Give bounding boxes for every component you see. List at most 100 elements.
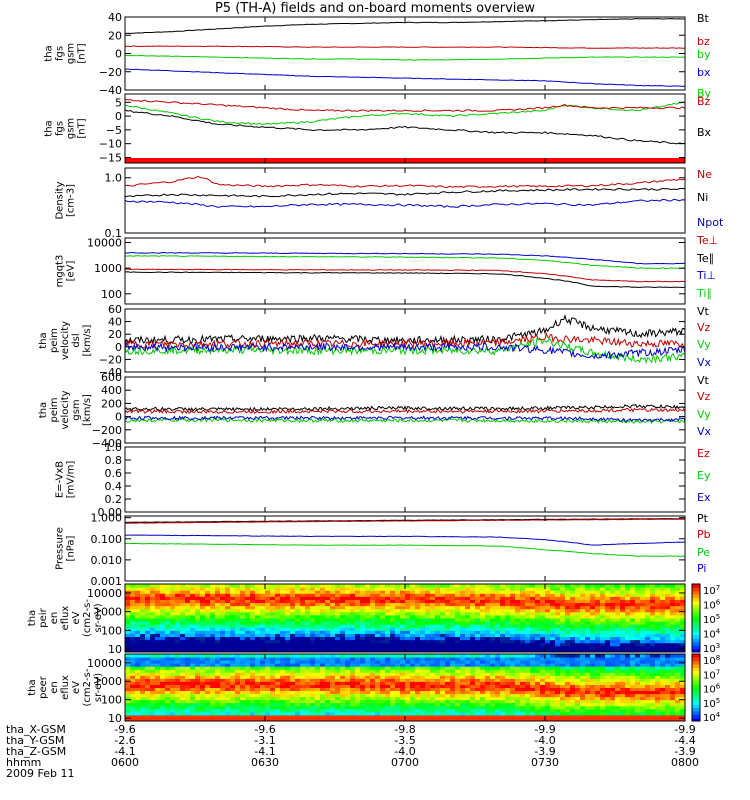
spectrogram-cell <box>480 587 486 591</box>
spectrogram-cell <box>590 666 596 670</box>
spectrogram-cell <box>565 630 571 634</box>
spectrogram-cell <box>265 696 271 701</box>
spectrogram-cell <box>585 624 591 628</box>
spectrogram-cell <box>235 605 241 610</box>
spectrogram-cell <box>205 633 211 638</box>
spectrogram-cell <box>400 584 406 588</box>
spectrogram-cell <box>150 669 156 673</box>
spectrogram-cell <box>290 648 296 653</box>
spectrogram-cell <box>370 687 376 692</box>
spectrogram-cell <box>260 602 266 607</box>
spectrogram-cell <box>495 693 501 698</box>
spectrogram-cell <box>630 602 636 607</box>
spectrogram-cell <box>470 599 476 604</box>
spectrogram-cell <box>555 684 561 688</box>
spectrogram-cell <box>515 675 521 679</box>
spectrogram-cell <box>145 705 151 710</box>
spectrogram-cell <box>495 696 501 701</box>
spectrogram-cell <box>265 684 271 688</box>
spectrogram-cell <box>200 693 206 698</box>
spectrogram-cell <box>440 596 446 600</box>
spectrogram-cell <box>225 608 231 613</box>
spectrogram-cell <box>445 693 451 698</box>
spectrogram-cell <box>560 627 566 631</box>
spectrogram-cell <box>415 654 421 658</box>
spectrogram-cell <box>305 705 311 710</box>
spectrogram-cell <box>215 690 221 695</box>
spectrogram-cell <box>260 711 266 716</box>
spectrogram-cell <box>515 660 521 664</box>
spectrogram-cell <box>385 639 391 644</box>
spectrogram-cell <box>390 696 396 701</box>
spectrogram-cell <box>325 596 331 600</box>
spectrogram-cell <box>180 666 186 670</box>
spectrogram-cell <box>330 611 336 616</box>
spectrogram-cell <box>550 675 556 679</box>
spectrogram-cell <box>575 663 581 667</box>
spectrogram-cell <box>535 675 541 679</box>
spectrogram-cell <box>320 639 326 644</box>
spectrogram-cell <box>615 624 621 628</box>
spectrogram-cell <box>220 618 226 622</box>
spectrogram-cell <box>360 599 366 604</box>
spectrogram-cell <box>295 618 301 622</box>
spectrogram-cell <box>535 654 541 658</box>
spectrogram-cell <box>495 687 501 692</box>
spectrogram-cell <box>310 699 316 704</box>
spectrogram-cell <box>540 672 546 676</box>
spectrogram-cell <box>370 693 376 698</box>
spectrogram-cell <box>135 602 141 607</box>
spectrogram-cell <box>395 618 401 622</box>
spectrogram-cell <box>315 705 321 710</box>
spectrogram-cell <box>155 708 161 713</box>
spectrogram-cell <box>270 611 276 616</box>
spectrogram-cell <box>355 618 361 622</box>
spectrogram-cell <box>345 696 351 701</box>
spectrogram-cell <box>375 587 381 591</box>
colorbar-segment <box>692 635 700 639</box>
spectrogram-cell <box>430 621 436 625</box>
spectrogram-cell <box>230 666 236 670</box>
spectrogram-cell <box>435 599 441 604</box>
spectrogram-cell <box>150 654 156 658</box>
spectrogram-cell <box>575 621 581 625</box>
spectrogram-cell <box>455 684 461 688</box>
spectrogram-cell <box>125 590 131 594</box>
spectrogram-cell <box>555 693 561 698</box>
spectrogram-cell <box>480 702 486 707</box>
spectrogram-cell <box>535 633 541 638</box>
spectrogram-cell <box>420 614 426 619</box>
spectrogram-cell <box>490 587 496 591</box>
spectrogram-cell <box>450 633 456 638</box>
spectrogram-cell <box>270 590 276 594</box>
spectrogram-cell <box>325 693 331 698</box>
spectrogram-cell <box>500 660 506 664</box>
spectrogram-cell <box>230 584 236 588</box>
spectrogram-cell <box>410 599 416 604</box>
spectrogram-cell <box>415 614 421 619</box>
spectrogram-cell <box>520 590 526 594</box>
spectrogram-cell <box>435 639 441 644</box>
spectrogram-cell <box>460 657 466 661</box>
spectrogram-cell <box>260 699 266 704</box>
spectrogram-cell <box>495 699 501 704</box>
spectrogram-cell <box>340 642 346 647</box>
spectrogram-cell <box>215 672 221 676</box>
spectrogram-cell <box>560 663 566 667</box>
spectrogram-cell <box>285 705 291 710</box>
spectrogram-cell <box>425 590 431 594</box>
spectrogram-cell <box>550 717 556 722</box>
spectrogram-cell <box>600 614 606 619</box>
spectrogram-cell <box>230 717 236 722</box>
spectrogram-cell <box>680 642 686 647</box>
spectrogram-cell <box>180 633 186 638</box>
spectrogram-cell <box>440 605 446 610</box>
spectrogram-cell <box>480 717 486 722</box>
spectrogram-cell <box>670 602 676 607</box>
spectrogram-cell <box>570 714 576 719</box>
spectrogram-cell <box>425 684 431 688</box>
spectrogram-cell <box>430 645 436 650</box>
spectrogram-cell <box>575 584 581 588</box>
spectrogram-cell <box>550 624 556 628</box>
spectrogram-cell <box>385 633 391 638</box>
